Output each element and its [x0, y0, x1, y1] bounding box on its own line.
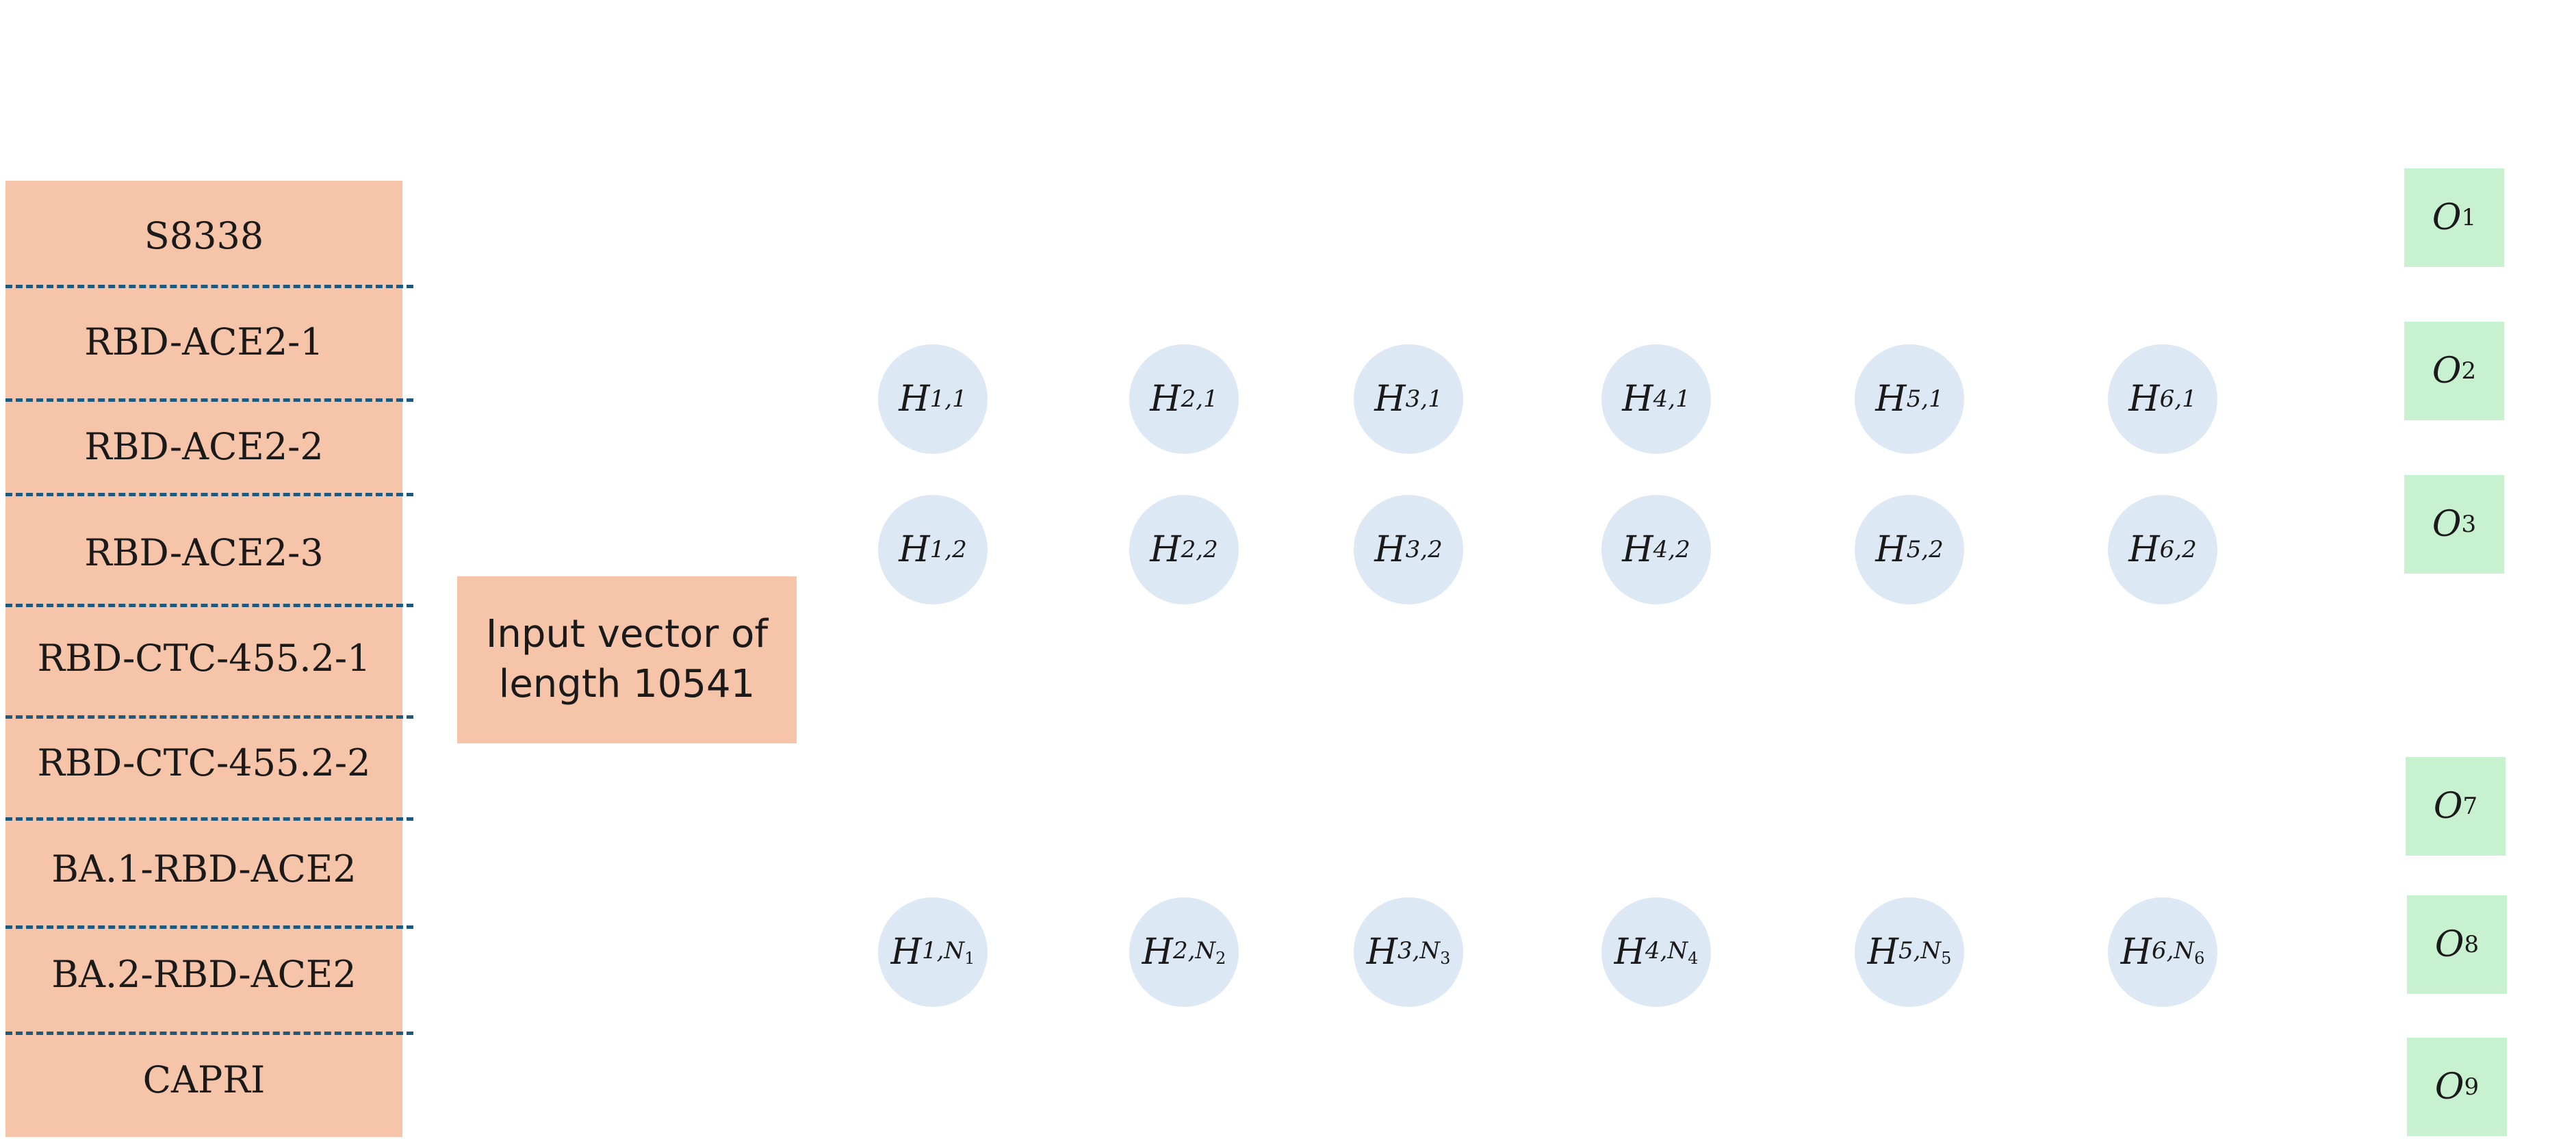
output-node-sub: 2	[2461, 357, 2477, 385]
hidden-node-var: H	[1150, 529, 1181, 570]
hidden-node: H 4,1	[1601, 344, 1711, 454]
output-node-var: O	[2432, 197, 2462, 238]
hidden-node-var: H	[1622, 529, 1653, 570]
hidden-node-var: H	[1142, 932, 1173, 973]
hidden-node-var: H	[2120, 932, 2152, 973]
dataset-divider	[5, 285, 413, 288]
dataset-divider	[5, 398, 413, 402]
hidden-node-sub: 3,N3	[1397, 936, 1451, 968]
hidden-node: H 5,N5	[1855, 897, 1964, 1007]
dataset-label: BA.2-RBD-ACE2	[51, 953, 357, 996]
dataset-label: RBD-ACE2-2	[84, 425, 324, 468]
dataset-label: BA.1-RBD-ACE2	[51, 847, 357, 891]
dataset-divider	[5, 1032, 413, 1035]
hidden-node: H 2,N2	[1129, 897, 1239, 1007]
hidden-node-sub: 3,2	[1405, 536, 1443, 563]
hidden-node-var: H	[1867, 932, 1898, 973]
hidden-node-var: H	[1366, 932, 1398, 973]
hidden-node-var: H	[1875, 379, 1907, 420]
hidden-node-var: H	[899, 529, 930, 570]
dataset-label: RBD-CTC-455.2-2	[37, 741, 371, 784]
output-node-var: O	[2433, 786, 2463, 827]
hidden-node-sub: 1,2	[929, 536, 967, 563]
hidden-node-sub: 5,N5	[1898, 936, 1952, 968]
hidden-node: H 2,1	[1129, 344, 1239, 454]
output-node-var: O	[2432, 504, 2462, 545]
hidden-node-sub: 3,1	[1405, 385, 1443, 413]
hidden-node: H 3,N3	[1354, 897, 1463, 1007]
hidden-node: H 4,2	[1601, 495, 1711, 604]
hidden-node-sub: 4,2	[1653, 536, 1690, 563]
output-node-sub: 1	[2461, 204, 2477, 231]
hidden-node: H 5,2	[1855, 495, 1964, 604]
hidden-node-var: H	[1150, 379, 1181, 420]
hidden-node: H 5,1	[1855, 344, 1964, 454]
dataset-label: RBD-CTC-455.2-1	[37, 637, 371, 680]
dataset-divider	[5, 604, 413, 607]
hidden-node-sub: 4,1	[1653, 385, 1690, 413]
output-node-sub: 8	[2464, 931, 2480, 958]
output-node-sub: 9	[2464, 1073, 2480, 1101]
dataset-stack: S8338 RBD-ACE2-1 RBD-ACE2-2 RBD-ACE2-3 RBD-C…	[5, 181, 413, 1137]
hidden-node-sub: 5,2	[1906, 536, 1944, 563]
hidden-node-var: H	[899, 379, 930, 420]
dataset-divider	[5, 925, 413, 929]
hidden-node-sub: 1,N1	[921, 936, 975, 968]
hidden-node-var: H	[1875, 529, 1907, 570]
hidden-node-var: H	[1614, 932, 1645, 973]
hidden-node-sub: 6,2	[2159, 536, 2197, 563]
hidden-node-var: H	[1622, 379, 1653, 420]
hidden-node: H 4,N4	[1601, 897, 1711, 1007]
hidden-node-sub: 5,1	[1906, 385, 1944, 413]
hidden-node-sub: 6,N6	[2151, 936, 2205, 968]
dataset-label: RBD-ACE2-3	[84, 531, 324, 574]
dataset-divider	[5, 817, 413, 821]
hidden-node-var: H	[1374, 529, 1406, 570]
hidden-node-sub: 2,2	[1181, 536, 1218, 563]
hidden-node-sub: 2,1	[1181, 385, 1218, 413]
dataset-label: S8338	[144, 214, 264, 257]
hidden-node-var: H	[2128, 529, 2160, 570]
dataset-label: RBD-ACE2-1	[84, 320, 324, 363]
output-node-var: O	[2434, 1066, 2464, 1108]
hidden-node-sub: 6,1	[2159, 385, 2197, 413]
hidden-node: H 6,2	[2108, 495, 2217, 604]
output-node-var: O	[2434, 924, 2464, 965]
hidden-node-sub: 2,N2	[1172, 936, 1226, 968]
hidden-node-var: H	[1374, 379, 1406, 420]
hidden-node: H 1,2	[878, 495, 988, 604]
output-node-sub: 3	[2461, 511, 2477, 538]
hidden-node: H 3,1	[1354, 344, 1463, 454]
hidden-node: H 3,2	[1354, 495, 1463, 604]
hidden-node: H 2,2	[1129, 495, 1239, 604]
hidden-node: H 6,1	[2108, 344, 2217, 454]
input-vector-box: Input vector of length 10541	[457, 576, 797, 743]
hidden-node-sub: 4,N4	[1645, 936, 1699, 968]
hidden-node: H 6,N6	[2108, 897, 2217, 1007]
dataset-divider	[5, 493, 413, 496]
dataset-divider	[5, 715, 413, 719]
hidden-node: H 1,N1	[878, 897, 988, 1007]
hidden-node-var: H	[890, 932, 922, 973]
input-vector-label: Input vector of length 10541	[485, 612, 769, 706]
dataset-label: CAPRI	[142, 1058, 266, 1101]
hidden-node-sub: 1,1	[929, 385, 967, 413]
output-node-var: O	[2432, 350, 2462, 392]
hidden-node: H 1,1	[878, 344, 988, 454]
output-node-sub: 7	[2462, 793, 2478, 820]
hidden-node-var: H	[2128, 379, 2160, 420]
